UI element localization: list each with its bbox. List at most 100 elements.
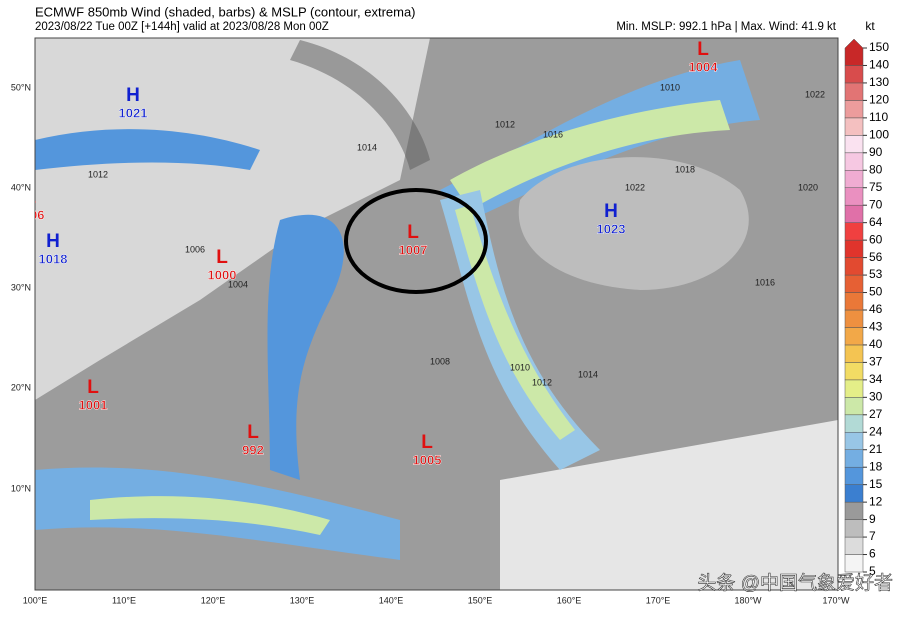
colorbar-label: 30 (869, 390, 883, 404)
lat-label: 50°N (11, 82, 31, 92)
colorbar-label: 80 (869, 162, 883, 176)
contour-label: 1012 (532, 377, 552, 387)
colorbar-swatch (844, 204, 864, 223)
colorbar-label: 120 (869, 93, 889, 107)
colorbar-label: 70 (869, 197, 883, 211)
watermark: 头条 @中国气象爱好者 (697, 572, 893, 594)
colorbar-label: 130 (869, 75, 889, 89)
highlight-circle (344, 188, 488, 294)
colorbar-swatch (844, 362, 864, 381)
wind-core (90, 496, 330, 535)
colorbar-swatch (844, 100, 864, 119)
system-pressure: 1004 (689, 59, 719, 74)
system-pressure: 992 (242, 442, 264, 457)
lat-label: 40°N (11, 182, 31, 192)
system-pressure: 1007 (399, 242, 428, 257)
system-symbol: H (126, 85, 140, 106)
map-field (35, 38, 838, 590)
colorbar-label: 50 (869, 285, 883, 299)
contour-label: 1006 (185, 244, 205, 254)
colorbar-swatch (844, 309, 864, 328)
colorbar-label: 46 (869, 302, 883, 316)
system-symbol: L (87, 377, 99, 398)
lat-label: 20°N (11, 382, 31, 392)
contour-label: 1010 (660, 82, 680, 92)
contour-label: 1022 (805, 89, 825, 99)
system-pressure: 1023 (597, 221, 626, 236)
coastline (290, 40, 430, 170)
colorbar-label: 90 (869, 145, 883, 159)
contour-label: 1008 (430, 356, 450, 366)
contour-label: 1010 (510, 362, 530, 372)
system-pressure: 1021 (119, 105, 148, 120)
colorbar-swatch (844, 414, 864, 433)
wind-core (455, 205, 575, 440)
colorbar-label: 110 (869, 110, 888, 124)
colorbar-label: 6 (869, 547, 876, 561)
colorbar-swatch (844, 379, 864, 398)
colorbar-swatch (844, 187, 864, 206)
lon-label: 150°E (468, 595, 493, 605)
map-frame (34, 37, 839, 591)
system-symbol: L (421, 432, 433, 453)
lon-label: 140°E (379, 595, 404, 605)
colorbar-swatch (844, 344, 864, 363)
lon-label: 180°W (734, 595, 762, 605)
colorbar-label: 18 (869, 459, 883, 473)
colorbar-label: 140 (869, 58, 889, 72)
contour-label: 1012 (495, 119, 515, 129)
contour-label: 1020 (798, 182, 818, 192)
colorbar-label: 21 (869, 442, 883, 456)
contour-label: 1016 (543, 129, 563, 139)
high-center (518, 157, 749, 290)
system-symbol: H (46, 231, 60, 252)
colorbar-label: 56 (869, 250, 883, 264)
lat-label: 10°N (11, 483, 31, 493)
system-symbol: L (24, 187, 36, 208)
colorbar-swatch (844, 519, 864, 538)
system-pressure: 1018 (39, 251, 68, 266)
colorbar-label: 53 (869, 267, 883, 281)
wind-band (35, 129, 260, 170)
lon-label: 170°E (646, 595, 671, 605)
colorbar-label: 75 (869, 180, 883, 194)
colorbar-label: 64 (869, 215, 883, 229)
subtitle: 2023/08/22 Tue 00Z [+144h] valid at 2023… (35, 21, 329, 33)
colorbar-swatch (844, 484, 864, 503)
colorbar-label: 27 (869, 407, 883, 421)
colorbar-swatch (844, 432, 864, 450)
lon-label: 160°E (557, 595, 582, 605)
colorbar-swatch (844, 239, 864, 258)
colorbar-label: 9 (869, 512, 876, 526)
contour-label: 1016 (755, 277, 775, 287)
colorbar-swatch (844, 501, 864, 520)
colorbar-label: 5 (869, 564, 876, 578)
colorbar-swatch (844, 449, 864, 468)
colorbar-swatch (844, 466, 864, 485)
colorbar-label: 100 (869, 128, 889, 142)
colorbar-swatch (844, 170, 864, 188)
colorbar-label: 40 (869, 337, 883, 351)
colorbar-swatch (844, 117, 864, 136)
lon-label: 130°E (290, 595, 315, 605)
colorbar-swatch (844, 135, 864, 154)
colorbar-swatch (844, 257, 864, 276)
colorbar-label: 7 (869, 529, 876, 543)
colorbar-label: 60 (869, 232, 883, 246)
contour-label: 1004 (228, 279, 248, 289)
dry-area (35, 38, 430, 400)
colorbar-label: 34 (869, 372, 883, 386)
colorbar-swatch (844, 536, 864, 555)
colorbar-swatch (844, 152, 864, 171)
colorbar-swatch (844, 222, 864, 241)
title: ECMWF 850mb Wind (shaded, barbs) & MSLP … (35, 4, 416, 19)
colorbar-label: 150 (869, 40, 889, 54)
colorbar-swatch (844, 554, 864, 573)
system-symbol: L (697, 39, 709, 60)
colorbar-swatch (844, 65, 864, 84)
wind-band (267, 214, 344, 480)
colorbar-swatch (844, 82, 864, 101)
contour-label: 1014 (357, 142, 377, 152)
